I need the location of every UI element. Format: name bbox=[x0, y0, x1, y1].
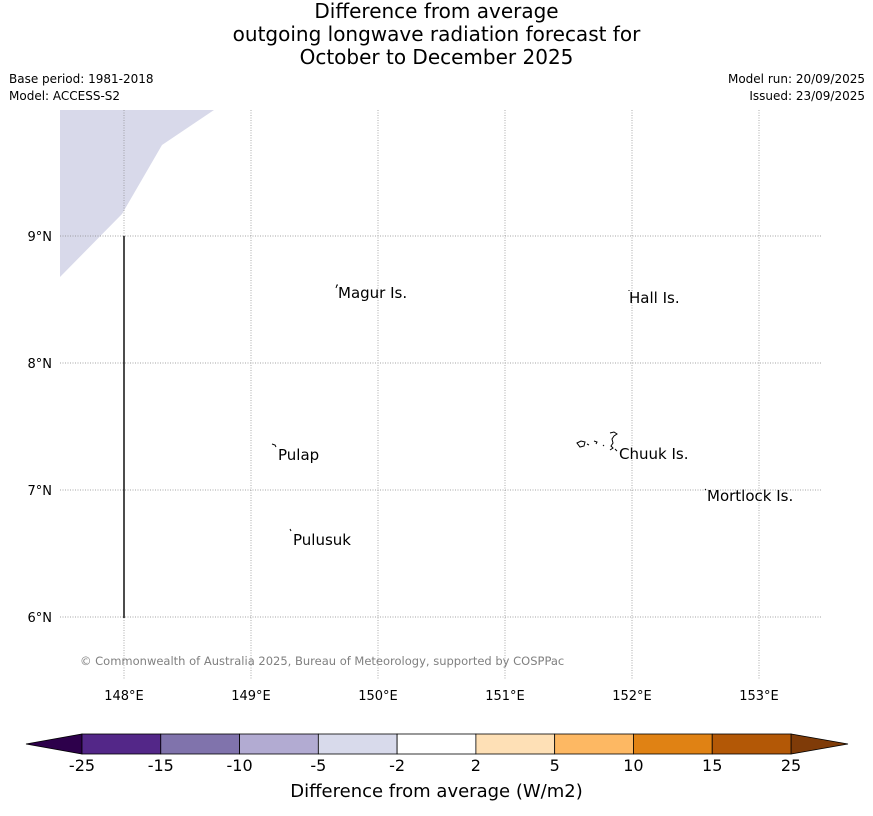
place-label-pulusuk: Pulusuk bbox=[293, 531, 351, 549]
lon-label-148e: 148°E bbox=[104, 689, 144, 704]
lon-labels: 148°E 149°E 150°E 151°E 152°E 153°E bbox=[104, 689, 779, 704]
colorbar-tick-label: 2 bbox=[471, 756, 481, 775]
place-label-hall: Hall Is. bbox=[629, 289, 680, 307]
place-label-magur: Magur Is. bbox=[338, 284, 407, 302]
lon-label-151e: 151°E bbox=[485, 689, 525, 704]
model-name: Model: ACCESS-S2 bbox=[9, 89, 121, 103]
colorbar-tick-label: -15 bbox=[148, 756, 174, 775]
pulap-island-shape bbox=[271, 443, 277, 448]
colorbar-bin-5 bbox=[396, 733, 477, 755]
lat-labels: 9°N 8°N 7°N 6°N bbox=[28, 230, 53, 626]
colorbar-bin-8 bbox=[633, 733, 713, 755]
place-label-chuuk: Chuuk Is. bbox=[619, 445, 688, 463]
colorbar-bin-2 bbox=[160, 733, 240, 755]
colorbar-tick-label: -5 bbox=[310, 756, 326, 775]
title-line-1: Difference from average bbox=[314, 0, 559, 23]
colorbar-bin-3 bbox=[239, 733, 319, 755]
lon-label-153e: 153°E bbox=[739, 689, 779, 704]
colorbar-label: Difference from average (W/m2) bbox=[290, 781, 583, 802]
magur-island-shape bbox=[335, 284, 338, 289]
graticule bbox=[60, 110, 822, 679]
colorbar-tick-label: -10 bbox=[226, 756, 252, 775]
lon-label-150e: 150°E bbox=[358, 689, 398, 704]
lat-label-9n: 9°N bbox=[28, 230, 53, 245]
place-labels: Magur Is. Hall Is. Pulap Chuuk Is. Mortl… bbox=[278, 284, 793, 549]
islands bbox=[271, 284, 707, 532]
model-run: Model run: 20/09/2025 bbox=[727, 72, 865, 86]
map-title: Difference from average outgoing longwav… bbox=[0, 0, 873, 69]
place-label-pulap: Pulap bbox=[278, 446, 319, 464]
colorbar-tick-label: 5 bbox=[550, 756, 560, 775]
colorbar-tick-label: 15 bbox=[702, 756, 722, 775]
meta-left: Base period: 1981-2018 Model: ACCESS-S2 bbox=[9, 71, 154, 105]
colorbar-bin-1 bbox=[81, 733, 162, 755]
meta-right: Model run: 20/09/2025 Issued: 23/09/2025 bbox=[728, 71, 865, 105]
lat-label-8n: 8°N bbox=[28, 357, 53, 372]
chuuk-lagoon-islands bbox=[576, 431, 618, 452]
colorbar-bin-6 bbox=[475, 733, 556, 755]
mortlock-island-shape bbox=[704, 488, 707, 491]
lon-label-152e: 152°E bbox=[612, 689, 652, 704]
place-label-mortlock: Mortlock Is. bbox=[707, 487, 793, 505]
colorbar-tick-label: 25 bbox=[781, 756, 801, 775]
colorbar: -25 -15 -10 -5 -2 2 5 10 15 25 bbox=[25, 733, 849, 775]
colorbar-bin-7 bbox=[554, 733, 634, 755]
colorbar-over-arrow bbox=[790, 733, 849, 755]
title-line-2: outgoing longwave radiation forecast for bbox=[232, 22, 641, 46]
lon-label-149e: 149°E bbox=[231, 689, 271, 704]
lat-label-7n: 7°N bbox=[28, 484, 53, 499]
anomaly-region bbox=[60, 110, 214, 277]
base-period: Base period: 1981-2018 bbox=[9, 72, 154, 86]
colorbar-bin-4 bbox=[317, 733, 398, 755]
pulusuk-island-shape bbox=[289, 528, 292, 532]
colorbar-tick-label: -25 bbox=[69, 756, 95, 775]
issued-date: Issued: 23/09/2025 bbox=[749, 89, 865, 103]
colorbar-tick-label: 10 bbox=[623, 756, 643, 775]
copyright-notice: © Commonwealth of Australia 2025, Bureau… bbox=[80, 654, 564, 668]
colorbar-tick-label: -2 bbox=[389, 756, 405, 775]
colorbar-bin-9 bbox=[711, 733, 792, 755]
title-line-3: October to December 2025 bbox=[299, 45, 574, 69]
colorbar-under-arrow bbox=[25, 733, 83, 755]
lat-label-6n: 6°N bbox=[28, 611, 53, 626]
